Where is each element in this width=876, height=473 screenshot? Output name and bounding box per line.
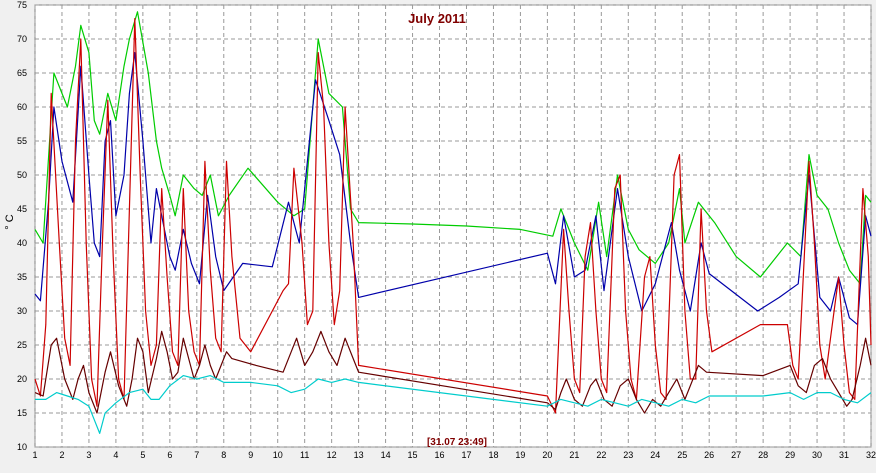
- x-tick-label: 24: [650, 450, 660, 460]
- timestamp-label: [31.07 23:49]: [427, 437, 487, 448]
- y-tick-label: 25: [17, 340, 27, 350]
- y-axis-label: ° C: [4, 214, 16, 229]
- x-tick-label: 28: [758, 450, 768, 460]
- series-line-2: [34, 52, 872, 326]
- x-tick-label: 17: [461, 450, 471, 460]
- x-tick-label: 11: [300, 450, 309, 460]
- x-tick-label: 5: [140, 450, 145, 460]
- x-tick-label: 29: [785, 450, 795, 460]
- x-tick-label: 21: [569, 450, 579, 460]
- x-tick-label: 7: [194, 450, 199, 460]
- series-line-4: [34, 330, 872, 414]
- x-tick-label: 18: [488, 450, 498, 460]
- chart-title: July 2011: [408, 11, 466, 26]
- y-tick-label: 45: [17, 204, 27, 214]
- x-tick-label: 9: [248, 450, 253, 460]
- y-tick-label: 65: [17, 68, 27, 78]
- x-tick-label: 31: [839, 450, 849, 460]
- x-tick-label: 15: [408, 450, 418, 460]
- x-tick-label: 3: [86, 450, 91, 460]
- x-tick-label: 14: [381, 450, 391, 460]
- x-tick-label: 23: [623, 450, 633, 460]
- x-tick-label: 26: [704, 450, 714, 460]
- x-tick-label: 13: [354, 450, 364, 460]
- series-lines: [34, 11, 872, 434]
- y-tick-label: 20: [17, 374, 27, 384]
- x-tick-label: 32: [866, 450, 876, 460]
- x-tick-label: 25: [677, 450, 687, 460]
- grid: [34, 4, 872, 448]
- x-tick-label: 16: [435, 450, 445, 460]
- y-tick-label: 75: [17, 0, 27, 10]
- x-tick-label: 1: [32, 450, 37, 460]
- x-tick-label: 12: [327, 450, 337, 460]
- y-tick-label: 70: [17, 34, 27, 44]
- y-tick-label: 10: [17, 442, 27, 452]
- y-tick-label: 30: [17, 306, 27, 316]
- y-tick-label: 50: [17, 170, 27, 180]
- y-tick-label: 40: [17, 238, 27, 248]
- x-tick-label: 10: [273, 450, 283, 460]
- x-tick-label: 22: [596, 450, 606, 460]
- series-line-3: [34, 18, 872, 414]
- y-tick-label: 15: [17, 408, 27, 418]
- x-tick-label: 20: [542, 450, 552, 460]
- y-tick-label: 60: [17, 102, 27, 112]
- x-tick-label: 27: [731, 450, 741, 460]
- y-tick-label: 55: [17, 136, 27, 146]
- series-line-5: [35, 375, 872, 434]
- x-tick-label: 19: [515, 450, 525, 460]
- x-tick-label: 2: [59, 450, 64, 460]
- axis-ticks: 1 2 3 4 5 6 7 8 9 10 11 12 13 14 15 16 17 18 19 20 21 22 23 24 2…: [17, 0, 876, 460]
- series-line-1: [34, 11, 872, 285]
- x-tick-label: 8: [221, 450, 226, 460]
- x-tick-label: 30: [812, 450, 822, 460]
- x-tick-label: 6: [167, 450, 172, 460]
- y-tick-label: 35: [17, 272, 27, 282]
- x-tick-label: 4: [113, 450, 118, 460]
